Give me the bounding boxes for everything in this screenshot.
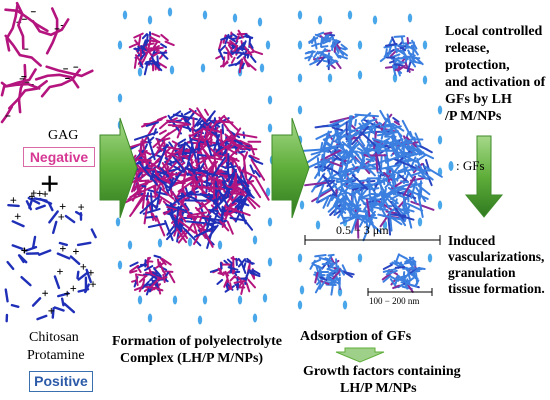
chitosan-strands	[4, 190, 97, 323]
result-line2: LH/P M/NPs	[340, 381, 417, 396]
gfs-legend-label: : GFs	[456, 158, 485, 173]
gf-loaded-small-complex-1	[304, 31, 349, 71]
small-size-label: 100 − 200 nm	[369, 296, 420, 306]
local-release-text: Local controlled release, protection, an…	[445, 24, 546, 124]
induced-effects-text: Induced vascularizations, granulation ti…	[448, 233, 545, 296]
plus-sign: +	[40, 166, 60, 203]
small-complex-top-left	[128, 31, 175, 76]
effect-down-arrow	[464, 135, 504, 218]
adsorption-label: Adsorption of GFs	[300, 329, 412, 344]
result-line1: Growth factors containing	[303, 364, 461, 379]
size-label: 0.5 − 3 μm	[336, 223, 389, 237]
formation-caption-line2: Complex (LH/P M/NPs)	[120, 351, 264, 366]
chitosan-label: Chitosan	[29, 330, 79, 345]
gf-loaded-small-complex-3	[309, 253, 355, 296]
gf-loaded-large-complex	[298, 109, 443, 242]
formation-caption-line1: Formation of polyelectrolyte	[112, 334, 283, 349]
negative-label: Negative	[23, 147, 95, 167]
gf-legend-dot	[448, 161, 454, 171]
adsorption-down-arrow	[335, 347, 385, 363]
process-arrow-2	[271, 117, 310, 219]
gag-label: GAG	[48, 128, 79, 143]
protamine-label: Protamine	[27, 348, 85, 363]
large-polyelectrolyte-complex	[117, 107, 270, 249]
growth-factor-dots	[115, 7, 443, 325]
small-complex-bottom-right	[209, 255, 261, 295]
gag-strands	[0, 1, 94, 124]
positive-label: Positive	[29, 371, 93, 392]
gf-loaded-small-complex-4	[381, 253, 426, 293]
small-complex-bottom-left	[129, 254, 176, 296]
small-complex-top-right	[215, 29, 264, 74]
process-arrow-1	[99, 117, 138, 219]
gf-loaded-small-complex-2	[379, 35, 424, 77]
